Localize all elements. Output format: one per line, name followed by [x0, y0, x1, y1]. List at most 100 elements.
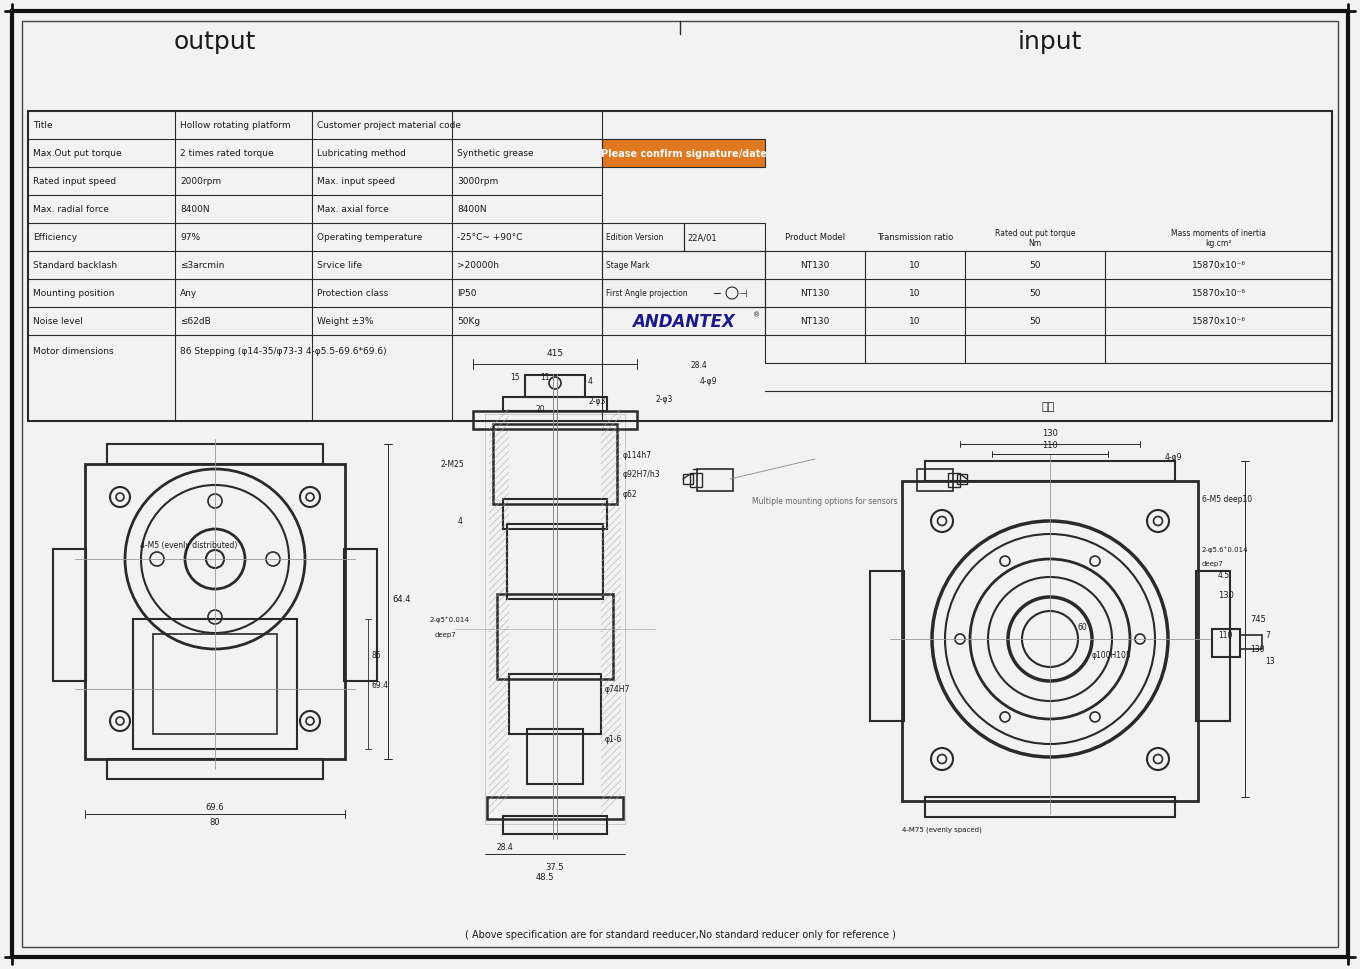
Text: 20: 20 — [536, 405, 545, 414]
Text: φ1-6: φ1-6 — [605, 735, 623, 744]
Text: 50Kg: 50Kg — [457, 317, 480, 327]
Text: 86 Stepping (φ14-35/φ73-3 4-φ5.5-69.6*69.6): 86 Stepping (φ14-35/φ73-3 4-φ5.5-69.6*69… — [180, 346, 386, 355]
Text: 11: 11 — [540, 372, 549, 381]
Text: 15870x10⁻⁶: 15870x10⁻⁶ — [1191, 289, 1246, 298]
Bar — [698, 470, 733, 491]
Text: 130: 130 — [1250, 644, 1265, 654]
Bar — [948, 474, 960, 487]
Text: IP50: IP50 — [457, 289, 476, 298]
Bar — [528, 730, 583, 784]
Text: 6-M5 deep10: 6-M5 deep10 — [1202, 495, 1253, 504]
Text: Lubricating method: Lubricating method — [317, 149, 405, 158]
Bar — [503, 499, 607, 529]
Bar — [503, 397, 607, 412]
Text: 22A/01: 22A/01 — [688, 234, 717, 242]
Text: 2-M25: 2-M25 — [441, 460, 464, 469]
Text: φ74H7: φ74H7 — [605, 685, 631, 694]
Bar — [925, 461, 1175, 482]
Text: 130: 130 — [1219, 590, 1234, 599]
Text: Product Model: Product Model — [785, 234, 845, 242]
Text: 28.4: 28.4 — [496, 843, 513, 852]
Text: 2000rpm: 2000rpm — [180, 177, 222, 186]
Bar — [602, 140, 766, 168]
Bar — [902, 482, 1198, 801]
Text: ≤62dB: ≤62dB — [180, 317, 211, 327]
Bar — [1240, 636, 1262, 649]
Bar — [683, 475, 694, 484]
Text: Standard backlash: Standard backlash — [33, 262, 117, 270]
Text: 2-φ5.6⁺0.014: 2-φ5.6⁺0.014 — [1202, 547, 1248, 552]
Text: φ100H105: φ100H105 — [1092, 650, 1132, 659]
Text: 48.5: 48.5 — [536, 872, 555, 881]
Text: Max. input speed: Max. input speed — [317, 177, 396, 186]
Text: 4.5: 4.5 — [1219, 570, 1231, 578]
Bar — [494, 424, 617, 505]
Text: Max. radial force: Max. radial force — [33, 205, 109, 214]
Bar — [107, 445, 324, 464]
Bar — [602, 224, 684, 252]
Bar — [957, 475, 967, 484]
Text: 2-φ3: 2-φ3 — [656, 395, 672, 404]
Text: Motor dimensions: Motor dimensions — [33, 346, 114, 355]
Bar — [107, 760, 324, 779]
Text: First Angle projection: First Angle projection — [607, 289, 688, 298]
Text: 10: 10 — [910, 262, 921, 270]
Text: deep7: deep7 — [435, 632, 457, 638]
Text: 69.4: 69.4 — [371, 680, 388, 689]
Text: NT130: NT130 — [800, 262, 830, 270]
Text: Weight ±3%: Weight ±3% — [317, 317, 374, 327]
Text: 4-φ9: 4-φ9 — [700, 377, 718, 386]
Text: Hollow rotating platform: Hollow rotating platform — [180, 121, 291, 131]
Text: 13: 13 — [1265, 657, 1274, 666]
Text: 4: 4 — [588, 377, 593, 386]
Text: 10: 10 — [910, 317, 921, 327]
Text: 15870x10⁻⁶: 15870x10⁻⁶ — [1191, 262, 1246, 270]
Text: φ62: φ62 — [623, 490, 638, 499]
Text: 10: 10 — [910, 289, 921, 298]
Text: 8400N: 8400N — [180, 205, 209, 214]
Text: Nm: Nm — [1028, 238, 1042, 247]
Text: ( Above specification are for standard reeducer,No standard reducer only for ref: ( Above specification are for standard r… — [465, 929, 895, 939]
Text: 50: 50 — [1030, 289, 1040, 298]
Text: 60: 60 — [1078, 623, 1088, 632]
Text: Transmission ratio: Transmission ratio — [877, 234, 953, 242]
Text: >20000h: >20000h — [457, 262, 499, 270]
Text: 110: 110 — [1042, 441, 1058, 450]
Text: 28.4: 28.4 — [690, 360, 707, 369]
Text: 2 times rated torque: 2 times rated torque — [180, 149, 273, 158]
Text: Max.Out put torque: Max.Out put torque — [33, 149, 121, 158]
Text: 7: 7 — [1265, 630, 1270, 639]
Text: 4-M5 (evenly distributed): 4-M5 (evenly distributed) — [140, 540, 238, 548]
Text: NT130: NT130 — [800, 317, 830, 327]
Text: φ114h7: φ114h7 — [623, 450, 653, 459]
Bar — [690, 474, 702, 487]
Text: output: output — [174, 30, 256, 54]
Text: φ92H7/h3: φ92H7/h3 — [623, 470, 661, 479]
Bar — [925, 797, 1175, 817]
Bar — [86, 464, 345, 760]
Text: 69.6: 69.6 — [205, 802, 224, 811]
Text: 97%: 97% — [180, 234, 200, 242]
Text: input: input — [1017, 30, 1083, 54]
Text: Rated input speed: Rated input speed — [33, 177, 116, 186]
Text: Rated out put torque: Rated out put torque — [994, 229, 1076, 237]
Text: 64.4: 64.4 — [392, 595, 411, 604]
Bar — [154, 635, 277, 735]
Bar — [684, 224, 766, 252]
Text: 4-M75 (evenly spaced): 4-M75 (evenly spaced) — [902, 826, 982, 832]
Bar — [507, 524, 602, 600]
Text: Please confirm signature/date: Please confirm signature/date — [601, 149, 767, 159]
Text: 110: 110 — [1219, 630, 1232, 639]
Text: 745: 745 — [1250, 615, 1266, 624]
Text: Efficiency: Efficiency — [33, 234, 78, 242]
Bar — [602, 252, 766, 280]
Text: 4: 4 — [457, 517, 462, 526]
Text: 3000rpm: 3000rpm — [457, 177, 498, 186]
Text: ⊣: ⊣ — [738, 289, 747, 298]
Bar — [29, 111, 1331, 422]
Text: Mass moments of inertia: Mass moments of inertia — [1171, 229, 1266, 237]
Bar — [870, 572, 904, 721]
Bar — [133, 619, 296, 749]
Text: ®: ® — [753, 312, 760, 318]
Text: -25°C~ +90°C: -25°C~ +90°C — [457, 234, 522, 242]
